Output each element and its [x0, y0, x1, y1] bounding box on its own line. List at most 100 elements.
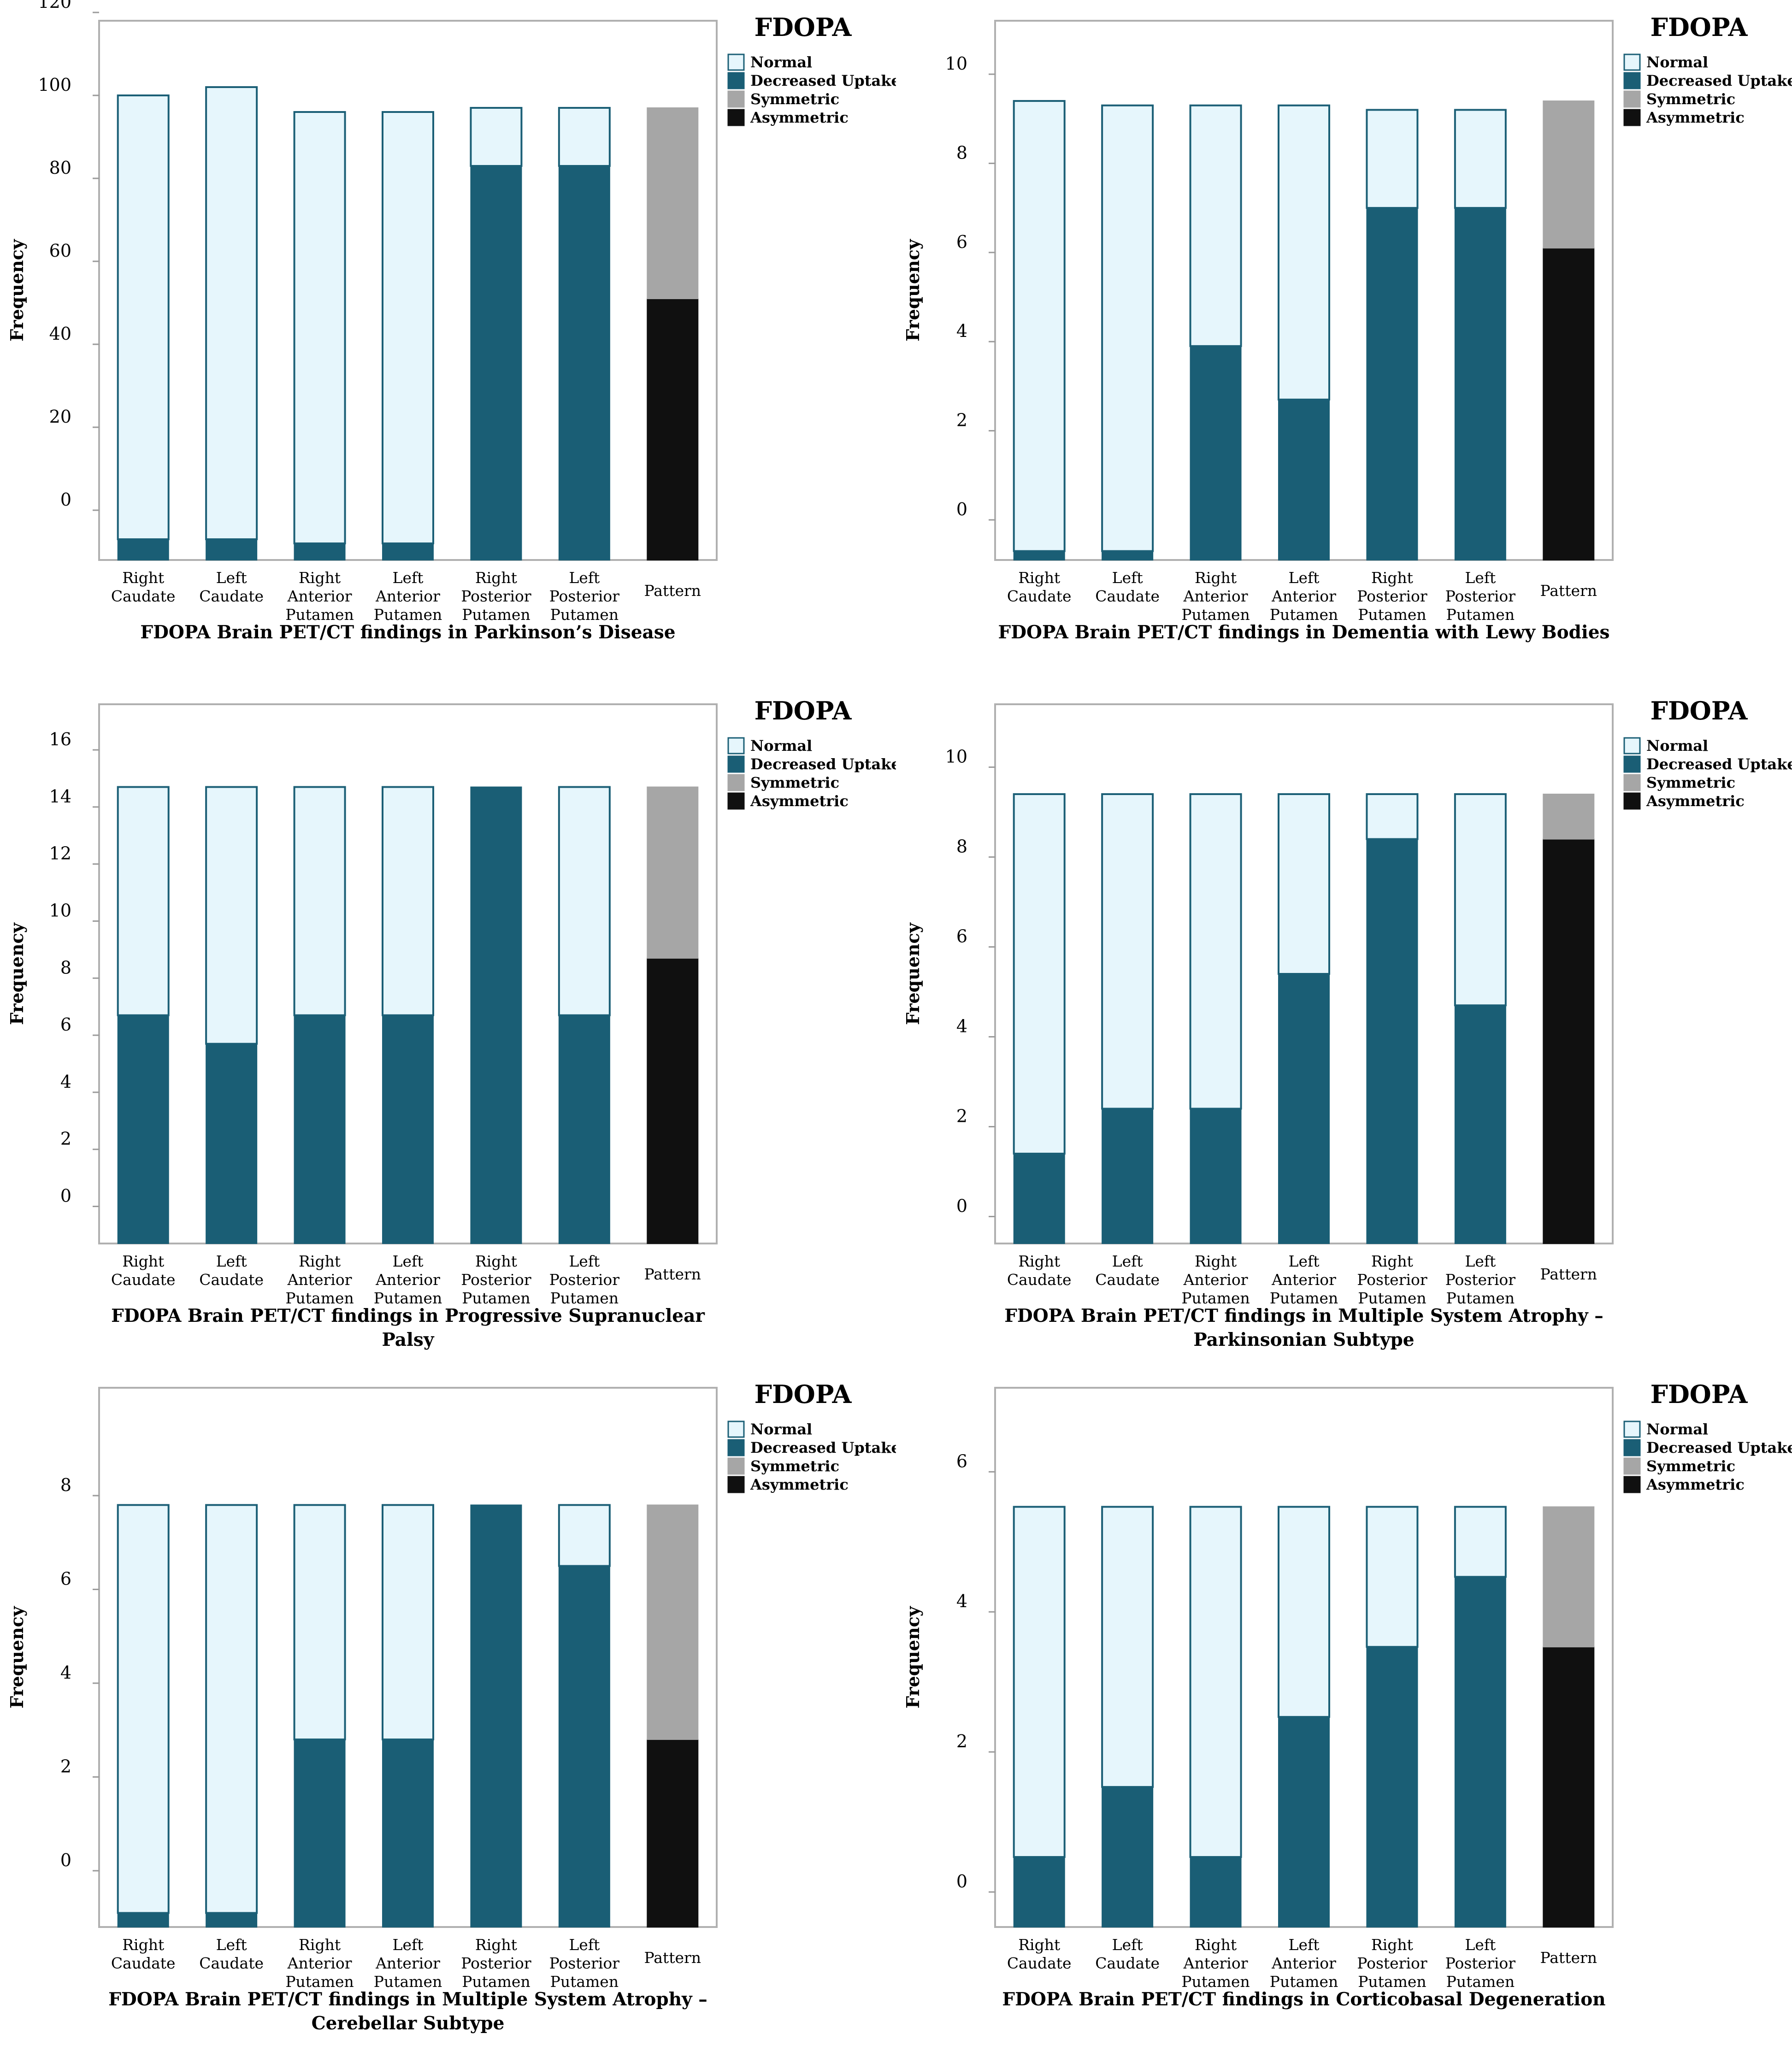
y-tick-label: 6 [956, 926, 967, 947]
y-tick-label: 8 [956, 142, 967, 163]
x-category-line: Putamen [285, 606, 354, 624]
y-tick-label: 0 [60, 1186, 71, 1206]
bar-normal [293, 786, 346, 1016]
legend-swatch-normal [727, 737, 745, 754]
bar-asymmetric [1543, 1646, 1595, 1927]
legend-swatch-asymmetric [727, 792, 745, 810]
x-category-label: Right Anterior Putamen [285, 1936, 354, 1991]
x-category-label: Left Anterior Putamen [374, 569, 442, 624]
x-category-line: Posterior [461, 1271, 531, 1289]
y-tick-label: 10 [945, 747, 967, 767]
x-category-label: Left Caudate [1095, 569, 1160, 605]
x-category-label: Pattern [1540, 582, 1597, 600]
x-category-line: Right [475, 1936, 517, 1954]
bar-decreased [1278, 399, 1330, 560]
bar-decreased [1366, 838, 1418, 1244]
bar-decreased [1454, 1576, 1506, 1927]
x-category-label: Pattern [644, 582, 701, 600]
bar-normal [293, 111, 346, 544]
bar-normal [293, 1504, 346, 1741]
x-category-line: Right [1018, 1936, 1060, 1954]
x-category-line: Putamen [1181, 606, 1250, 624]
x-category-label: Right Caudate [1007, 1936, 1072, 1972]
legend-swatch-asymmetric [1623, 792, 1641, 810]
bar-normal [1454, 793, 1507, 1007]
bar-asymmetric [1543, 248, 1595, 560]
bar-symmetric [647, 786, 699, 959]
legend-label: Symmetric [750, 1457, 839, 1475]
bar-asymmetric [647, 957, 699, 1244]
x-category-label: Right Posterior Putamen [1357, 1252, 1427, 1307]
legend-label: Asymmetric [750, 109, 849, 126]
x-category-line: Right [1018, 1252, 1060, 1270]
legend-swatch-normal [1623, 737, 1641, 754]
x-category-label: Left Posterior Putamen [1445, 1936, 1516, 1991]
bar-decreased [1278, 1716, 1330, 1927]
x-category-line: Putamen [550, 1289, 619, 1307]
bar-decreased [1013, 1857, 1065, 1928]
y-tick-label: 120 [38, 0, 71, 12]
y-tick-label: 80 [49, 158, 71, 178]
y-tick-label: 0 [60, 489, 71, 510]
y-tick-label: 8 [60, 1475, 71, 1495]
y-tick-label: 4 [956, 1016, 967, 1037]
bar-normal [205, 786, 258, 1045]
bar-decreased [1278, 973, 1330, 1244]
x-category-line: Posterior [1357, 1954, 1427, 1972]
x-category-line: Anterior [375, 587, 440, 605]
y-tick-label: 4 [956, 321, 967, 341]
x-category-label: Right Posterior Putamen [461, 1936, 531, 1991]
bar-asymmetric [1543, 838, 1595, 1244]
x-category-label: Pattern [1540, 1265, 1597, 1283]
x-category-label: Left Caudate [199, 569, 264, 605]
x-category-label: Right Posterior Putamen [1357, 569, 1427, 624]
legend-swatch-symmetric [1623, 90, 1641, 108]
legend-label: Asymmetric [1646, 792, 1745, 810]
x-category-label: Left Caudate [1095, 1936, 1160, 1972]
x-category-line: Anterior [1183, 1954, 1248, 1972]
chart-title: FDOPA [1651, 696, 1748, 725]
y-tick-label: 14 [49, 786, 71, 807]
y-tick-label: 16 [49, 729, 71, 749]
x-category-label: Right Caudate [1007, 1252, 1072, 1289]
x-category-label: Left Anterior Putamen [1270, 1252, 1338, 1307]
y-tick-label: 8 [956, 837, 967, 857]
chart-panel-parkinsons: 0 20 40 60 80 100 120 Frequency Right Caudate Left… [0, 0, 896, 684]
bar-decreased [470, 1504, 522, 1927]
x-category-line: Left [569, 1252, 600, 1270]
bar-decreased [470, 165, 522, 560]
chart-title: FDOPA [755, 1379, 852, 1409]
x-category-label: Left Anterior Putamen [1270, 1936, 1338, 1991]
legend-label: Symmetric [1646, 1457, 1735, 1475]
y-tick-label: 12 [49, 843, 71, 864]
chart-panel-msa-p: 0 2 4 6 8 10 Frequency Right Caudate Left Caudate R… [896, 684, 1792, 1367]
y-tick-label: 0 [956, 499, 967, 519]
x-category-line: Putamen [1446, 1289, 1515, 1307]
x-category-line: Caudate [1095, 1954, 1160, 1972]
bar-normal [382, 786, 434, 1016]
x-category-line: Posterior [1357, 1271, 1427, 1289]
x-category-line: Putamen [285, 1289, 354, 1307]
x-category-line: Posterior [1445, 1954, 1516, 1972]
x-category-label: Right Posterior Putamen [461, 569, 531, 624]
legend-label: Asymmetric [750, 1476, 849, 1493]
chart-caption: Parkinsonian Subtype [1193, 1329, 1414, 1350]
bar-normal [1101, 1506, 1154, 1788]
bar-decreased [117, 1014, 169, 1244]
bar-symmetric [1543, 794, 1595, 840]
bar-normal [1101, 793, 1154, 1110]
x-category-line: Putamen [285, 1973, 354, 1991]
bar-normal [1013, 100, 1066, 552]
y-tick-label: 10 [945, 53, 967, 74]
legend-swatch-decreased [727, 755, 745, 773]
bar-decreased [1366, 207, 1418, 560]
x-category-line: Caudate [1007, 1954, 1072, 1972]
x-category-label: Right Anterior Putamen [285, 1252, 354, 1307]
bar-decreased [294, 1739, 346, 1927]
x-category-line: Posterior [461, 587, 531, 605]
x-category-line: Right [1371, 1252, 1413, 1270]
x-category-line: Anterior [1271, 587, 1336, 605]
x-category-line: Putamen [462, 606, 530, 624]
bar-normal [1189, 1506, 1242, 1858]
bar-decreased [1454, 1005, 1506, 1244]
